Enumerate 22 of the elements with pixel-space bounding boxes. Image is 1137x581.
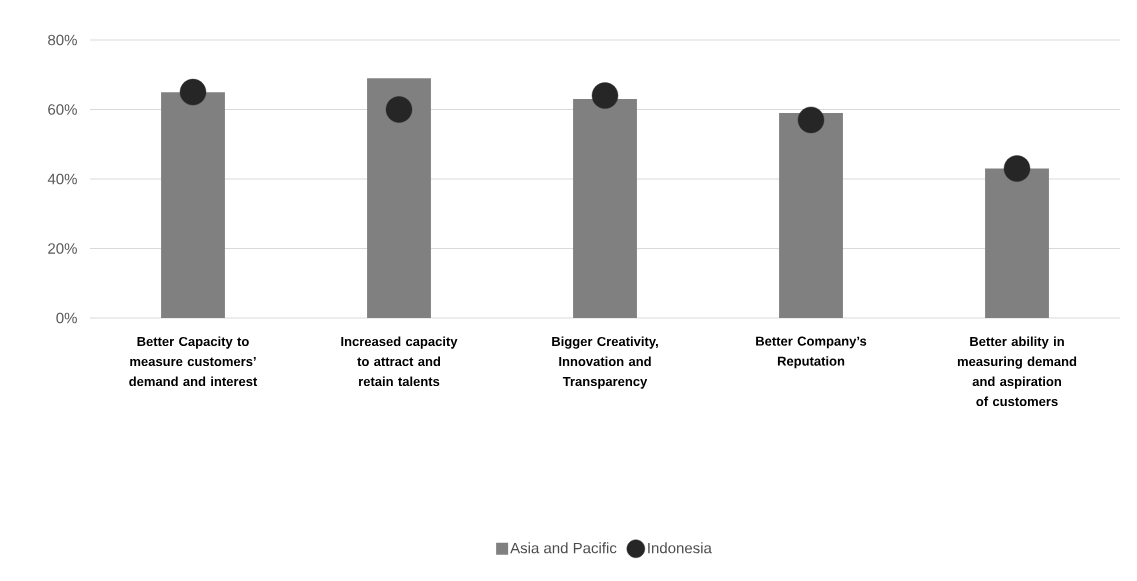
y-tick-label: 80% (48, 34, 77, 46)
point (385, 96, 413, 123)
bar (367, 78, 431, 318)
legend-label: Asia and Pacific (510, 542, 617, 554)
x-tick-label: Better Company’s Reputation (756, 336, 867, 369)
bar (573, 99, 637, 318)
point (797, 106, 825, 134)
point (591, 82, 619, 109)
point (1003, 155, 1031, 182)
y-tick-label: 0% (56, 312, 77, 324)
point (179, 78, 207, 106)
y-tick-label: 20% (48, 243, 77, 254)
x-tick-label: Better Capacity to measure customers’ demand and interest (129, 336, 258, 387)
y-tick-label: 40% (47, 173, 77, 185)
bar (161, 92, 225, 318)
bar (985, 168, 1049, 318)
x-tick-label: Better ability in measuring demand and aspiration of customers (957, 336, 1077, 407)
y-tick-label: 60% (48, 104, 77, 115)
bar (779, 112, 843, 318)
x-tick-label: Bigger Creativity, Innovation and Transparency (552, 336, 658, 389)
x-tick-label: Increased capacity to attract and retain talents (341, 336, 458, 387)
legend-label: Indonesia (648, 542, 712, 554)
